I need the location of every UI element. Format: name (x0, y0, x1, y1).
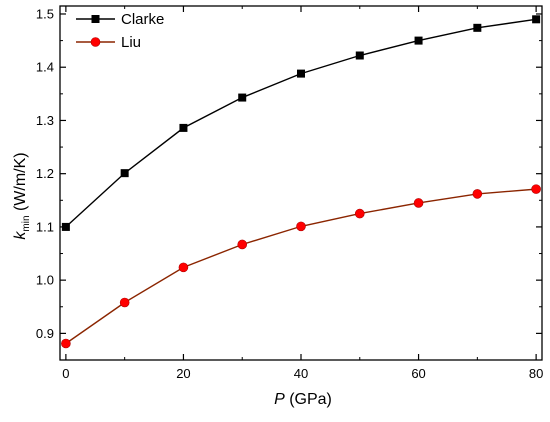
data-point-clarke (532, 15, 541, 24)
x-axis: 0 20 40 60 80 (62, 6, 543, 381)
plot-area (59, 5, 543, 361)
data-point-clarke (355, 51, 364, 60)
legend-label: Liu (121, 34, 141, 51)
y-axis: 0.9 1.0 1.1 1.2 1.3 1.4 1.5 (36, 6, 542, 361)
x-tick-label: 20 (176, 366, 190, 381)
y-tick-label: 1.0 (36, 273, 54, 288)
data-point-clarke (120, 169, 129, 178)
data-point-clarke (238, 93, 247, 102)
x-tick-label: 0 (62, 366, 69, 381)
x-axis-label: P (GPa) (274, 391, 332, 408)
legend-item-liu: Liu (76, 34, 141, 51)
data-point-clarke (414, 36, 423, 45)
data-point-liu (413, 198, 424, 208)
x-tick-label: 80 (529, 366, 543, 381)
y-tick-label: 0.9 (36, 326, 54, 341)
y-tick-label: 1.2 (36, 166, 54, 181)
legend-marker (91, 15, 100, 23)
y-tick-label: 1.1 (36, 219, 54, 234)
data-point-clarke (61, 222, 70, 231)
y-axis-label-unit: (W/m/K) (12, 152, 29, 215)
data-point-liu (296, 221, 306, 232)
legend-label: Clarke (121, 11, 164, 28)
y-axis-label: kmin (W/m/K) (12, 152, 32, 239)
data-point-liu (61, 338, 71, 349)
x-axis-label-symbol: P (274, 391, 285, 408)
x-tick-label: 40 (294, 366, 308, 381)
y-tick-label: 1.5 (36, 6, 54, 21)
data-point-clarke (297, 69, 305, 78)
series-liu (61, 184, 541, 349)
series-line-liu (65, 188, 537, 345)
series-clarke (61, 15, 541, 231)
legend: Clarke Liu (76, 11, 164, 51)
data-point-liu (178, 262, 189, 273)
data-point-liu (119, 297, 130, 308)
data-point-clarke (473, 23, 482, 32)
y-axis-label-symbol: k (12, 231, 29, 240)
data-point-clarke (179, 123, 188, 132)
plot-frame (59, 5, 543, 361)
y-tick-label: 1.3 (36, 113, 54, 128)
data-point-liu (531, 184, 541, 194)
data-point-liu (237, 239, 248, 250)
series-layer (61, 15, 541, 349)
x-tick-label: 60 (411, 366, 425, 381)
data-point-liu (354, 208, 365, 219)
y-axis-label-subscript: min (21, 215, 32, 231)
x-axis-label-unit: (GPa) (285, 391, 332, 408)
legend-item-clarke: Clarke (76, 11, 164, 28)
y-tick-label: 1.4 (36, 60, 54, 75)
legend-marker (90, 37, 101, 47)
data-point-liu (472, 189, 483, 199)
